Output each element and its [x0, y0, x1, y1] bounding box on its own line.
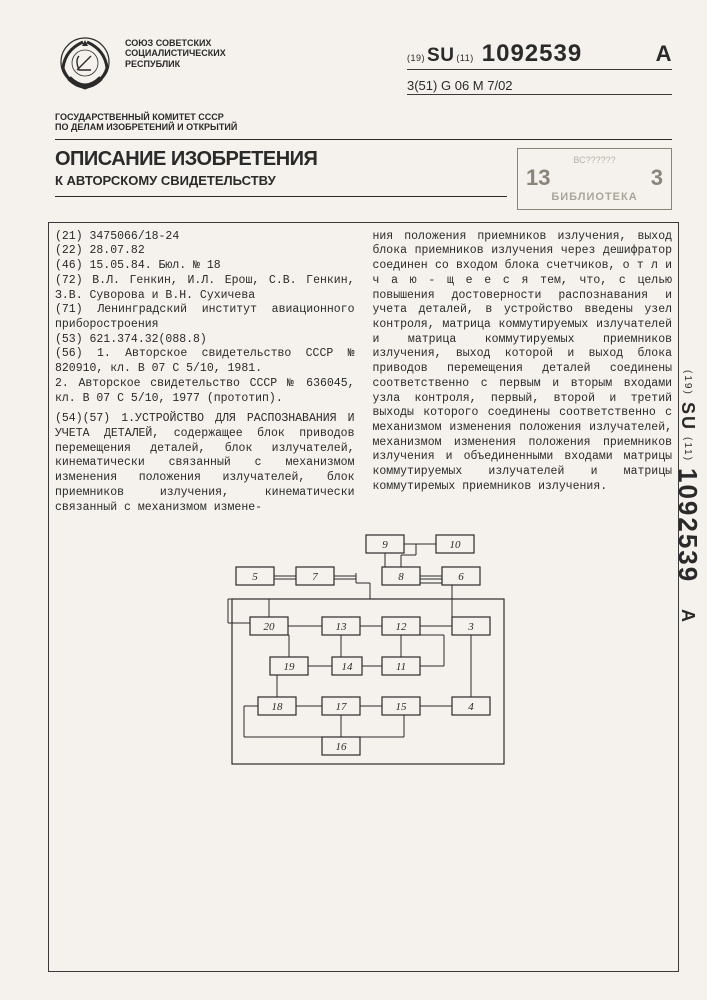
- code-line-main: (19) SU (11) 1092539 A: [407, 40, 672, 70]
- svg-text:17: 17: [335, 701, 347, 713]
- spine-a: A: [677, 609, 698, 624]
- ussr-emblem: [55, 30, 115, 100]
- svg-text:16: 16: [335, 741, 347, 753]
- svg-text:13: 13: [335, 621, 347, 633]
- svg-text:3: 3: [467, 621, 474, 633]
- field-46: (46) 15.05.84. Бюл. № 18: [55, 259, 355, 274]
- union-name: СОЮЗ СОВЕТСКИХ СОЦИАЛИСТИЧЕСКИХ РЕСПУБЛИ…: [125, 30, 235, 69]
- divider: [55, 139, 672, 140]
- field-54: (54)(57) 1.УСТРОЙСТВО ДЛЯ РАСПОЗНАВАНИЯ …: [55, 412, 355, 515]
- svg-text:15: 15: [395, 701, 407, 713]
- field-72: (72) В.Л. Генкин, И.Л. Ерош, С.В. Генкин…: [55, 274, 355, 303]
- svg-text:6: 6: [458, 571, 464, 583]
- code-a: A: [656, 41, 672, 67]
- stamp-left: 13: [526, 165, 550, 191]
- committee-name: ГОСУДАРСТВЕННЫЙ КОМИТЕТ СССР ПО ДЕЛАМ ИЗ…: [55, 112, 672, 133]
- svg-text:8: 8: [398, 571, 404, 583]
- classification-line: 3(51) G 06 M 7/02: [407, 78, 672, 95]
- svg-text:5: 5: [252, 571, 258, 583]
- stamp-right: 3: [651, 165, 663, 191]
- column-left: (21) 3475066/18-24 (22) 28.07.82 (46) 15…: [55, 230, 355, 516]
- publication-codes: (19) SU (11) 1092539 A 3(51) G 06 M 7/02: [407, 30, 672, 95]
- body-text: (21) 3475066/18-24 (22) 28.07.82 (46) 15…: [55, 230, 672, 516]
- field-21: (21) 3475066/18-24: [55, 230, 355, 245]
- title-sub: К АВТОРСКОМУ СВИДЕТЕЛЬСТВУ: [55, 173, 507, 188]
- field-22: (22) 28.07.82: [55, 244, 355, 259]
- svg-text:14: 14: [341, 661, 353, 673]
- field-56b: 2. Авторское свидетельство СССР № 636045…: [55, 377, 355, 406]
- spine-su: SU: [677, 402, 698, 431]
- library-stamp: ВС?????? 13 3 БИБЛИОТЕКА: [517, 148, 672, 210]
- spine-num: 1092539: [672, 468, 703, 583]
- field-53: (53) 621.374.32(088.8): [55, 333, 355, 348]
- document-title: ОПИСАНИЕ ИЗОБРЕТЕНИЯ К АВТОРСКОМУ СВИДЕТ…: [55, 148, 507, 203]
- class-prefix: 3(51): [407, 78, 437, 93]
- svg-text:18: 18: [271, 701, 283, 713]
- svg-text:20: 20: [263, 621, 275, 633]
- svg-text:7: 7: [312, 571, 318, 583]
- code-su: SU: [427, 45, 454, 67]
- spine-label: (19) SU (11) 1092539 A: [672, 370, 703, 624]
- svg-text:11: 11: [395, 661, 405, 673]
- stamp-top: ВС??????: [573, 155, 615, 165]
- svg-text:10: 10: [449, 539, 461, 551]
- abstract-cont: ния положения приемников излучения, выхо…: [373, 230, 673, 495]
- stamp-bottom: БИБЛИОТЕКА: [551, 191, 637, 203]
- svg-text:12: 12: [395, 621, 407, 633]
- committee-l1: ГОСУДАРСТВЕННЫЙ КОМИТЕТ СССР: [55, 112, 672, 122]
- class-value: G 06 M 7/02: [441, 78, 513, 93]
- svg-text:9: 9: [382, 539, 388, 551]
- code-19: (19): [407, 53, 425, 63]
- title-main: ОПИСАНИЕ ИЗОБРЕТЕНИЯ: [55, 148, 507, 171]
- field-71: (71) Ленинградский институт авиационного…: [55, 303, 355, 332]
- pub-number: 1092539: [482, 40, 582, 68]
- spine-11: (11): [682, 437, 693, 462]
- svg-text:19: 19: [283, 661, 295, 673]
- field-56a: (56) 1. Авторское свидетельство СССР № 8…: [55, 347, 355, 376]
- title-divider: [55, 196, 507, 197]
- svg-text:4: 4: [468, 701, 474, 713]
- union-line-2: СОЦИАЛИСТИЧЕСКИХ: [125, 48, 235, 58]
- union-line-1: СОЮЗ СОВЕТСКИХ: [125, 38, 235, 48]
- block-diagram: 5 7 9 10 8 6 20 13 12 3 19 14 11 18 17 15 4 16: [194, 527, 534, 772]
- column-right: ния положения приемников излучения, выхо…: [373, 230, 673, 516]
- union-line-3: РЕСПУБЛИК: [125, 59, 235, 69]
- spine-19: (19): [682, 370, 693, 396]
- code-11: (11): [456, 53, 473, 63]
- committee-l2: ПО ДЕЛАМ ИЗОБРЕТЕНИЙ И ОТКРЫТИЙ: [55, 122, 672, 132]
